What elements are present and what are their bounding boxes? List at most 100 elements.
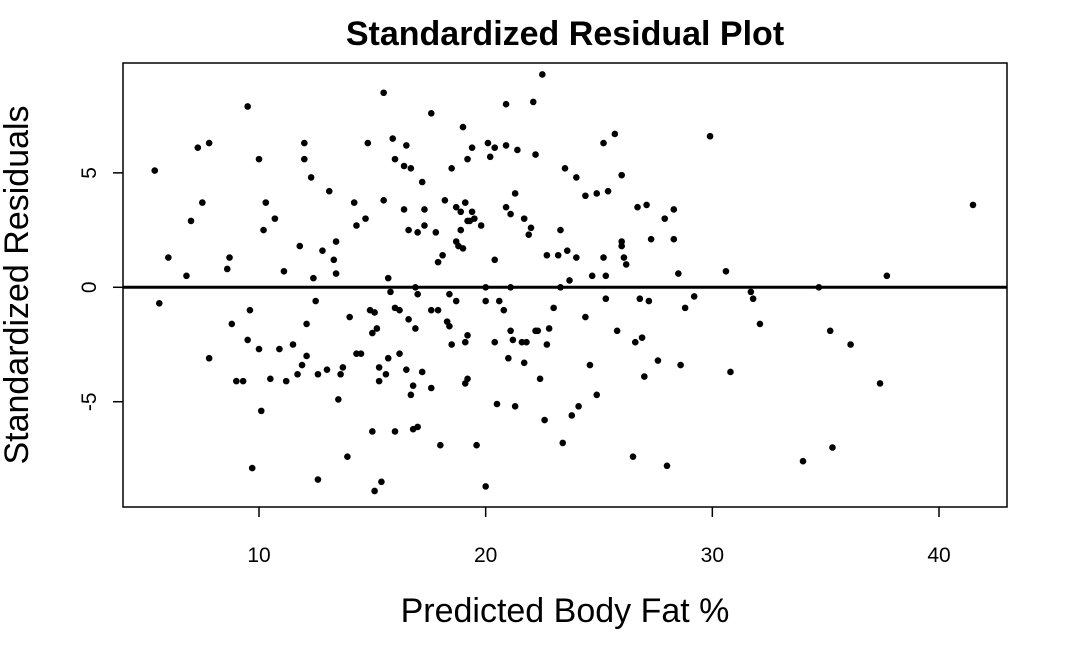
data-point (511, 190, 519, 197)
data-point (296, 242, 304, 250)
data-point (541, 416, 548, 424)
data-point (407, 391, 415, 399)
data-point (239, 377, 247, 385)
data-point (448, 164, 455, 172)
data-point (260, 226, 267, 234)
data-point (527, 224, 535, 232)
data-point (557, 226, 564, 234)
data-point (756, 320, 764, 328)
data-point (582, 313, 589, 321)
x-axis: 10 20 30 40 (247, 507, 951, 567)
data-point (826, 327, 834, 335)
data-point (618, 171, 625, 179)
data-point (362, 215, 369, 222)
data-point (500, 306, 508, 314)
data-point (441, 197, 449, 204)
data-point (573, 174, 580, 181)
data-point (620, 254, 628, 261)
data-point (364, 139, 372, 147)
data-point (371, 309, 378, 316)
data-point (267, 375, 274, 383)
data-point (248, 464, 256, 472)
data-point (661, 215, 669, 222)
data-point (815, 283, 823, 291)
data-point (543, 251, 551, 259)
data-point (484, 139, 492, 147)
plot-frame (122, 62, 1008, 508)
data-point (550, 304, 557, 312)
y-axis-title: Standardized Residuals (0, 105, 36, 464)
data-point (636, 295, 644, 303)
data-point (618, 242, 625, 250)
data-point (457, 226, 465, 234)
data-point (464, 332, 471, 339)
data-point (337, 370, 344, 378)
data-point (205, 139, 213, 147)
data-point (375, 377, 383, 385)
data-point (629, 453, 637, 460)
data-point (400, 162, 408, 170)
data-point (414, 290, 421, 298)
data-point (561, 164, 569, 172)
data-point (602, 272, 610, 280)
data-point (566, 277, 573, 284)
data-point (378, 478, 385, 486)
x-axis-title: Predicted Body Fat % (401, 592, 730, 630)
data-point (312, 297, 319, 305)
data-point (520, 359, 528, 367)
data-point (611, 130, 619, 138)
data-point (246, 306, 254, 314)
x-tick-label: 40 (927, 544, 950, 567)
data-point (593, 190, 601, 197)
data-point (391, 155, 399, 163)
data-point (670, 206, 678, 213)
data-point (409, 382, 417, 390)
data-point (545, 325, 553, 332)
data-point (382, 370, 390, 378)
data-point (461, 338, 469, 346)
data-point (396, 306, 403, 314)
data-point (403, 142, 410, 149)
x-tick-label: 30 (701, 544, 724, 567)
data-point (335, 396, 342, 403)
x-tick-label: 20 (474, 544, 497, 567)
data-point (622, 261, 630, 268)
data-point (575, 402, 582, 410)
data-point (446, 290, 453, 298)
data-point (255, 345, 263, 353)
data-point (829, 444, 836, 451)
data-point (459, 123, 467, 131)
data-point (529, 98, 537, 106)
data-point (554, 251, 562, 259)
data-point (645, 297, 653, 305)
data-point (477, 222, 485, 229)
data-point (602, 295, 610, 303)
data-point (353, 222, 360, 229)
data-point (421, 222, 428, 229)
data-point (507, 327, 514, 335)
data-point (588, 272, 596, 280)
data-point (357, 350, 365, 357)
data-point (681, 304, 689, 312)
data-point (563, 247, 571, 254)
data-point (151, 167, 159, 174)
data-point (505, 354, 512, 362)
data-point (353, 350, 360, 357)
data-point (473, 441, 480, 449)
data-point (593, 391, 601, 399)
data-point (384, 354, 392, 362)
data-point (298, 361, 306, 369)
data-point (405, 316, 412, 323)
data-point (307, 174, 315, 181)
data-point (514, 146, 521, 154)
data-point (727, 368, 734, 376)
data-point (525, 231, 533, 238)
data-point (468, 208, 476, 216)
data-point (568, 412, 576, 419)
data-point (502, 100, 510, 108)
data-point (205, 354, 213, 362)
data-point (539, 71, 546, 78)
y-tick-label: -5 (78, 392, 101, 411)
data-point (502, 142, 510, 149)
data-point (271, 215, 279, 222)
